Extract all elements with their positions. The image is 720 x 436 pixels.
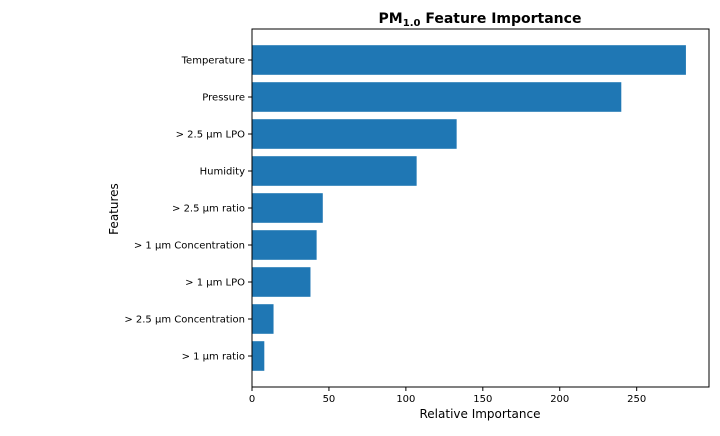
bar bbox=[252, 193, 323, 223]
y-tick-label: > 1 µm Concentration bbox=[134, 241, 245, 252]
plot-frame bbox=[251, 28, 710, 388]
y-tick-label: > 2.5 µm Concentration bbox=[124, 315, 245, 326]
y-axis-label: Features bbox=[107, 183, 121, 235]
chart-title-subscript: 1.0 bbox=[403, 18, 421, 29]
bar bbox=[252, 304, 274, 334]
bar bbox=[252, 341, 265, 371]
bar bbox=[252, 119, 457, 149]
y-tick-label: > 2.5 µm ratio bbox=[172, 204, 245, 215]
ticks-layer: Temperature Pressure > 2.5 µm LPO Humidity >… bbox=[124, 56, 646, 406]
bars-layer bbox=[252, 45, 686, 371]
bar bbox=[252, 267, 311, 297]
x-tick-label: 250 bbox=[627, 394, 646, 405]
x-tick-label: 100 bbox=[396, 394, 415, 405]
y-tick-label: Pressure bbox=[202, 93, 245, 104]
chart-title-prefix: PM bbox=[379, 11, 403, 27]
x-tick-label: 200 bbox=[550, 394, 569, 405]
chart-title-suffix: Feature Importance bbox=[420, 11, 581, 27]
y-tick-label: Humidity bbox=[200, 167, 245, 178]
bar bbox=[252, 45, 686, 75]
x-axis-label: Relative Importance bbox=[420, 407, 541, 421]
bar bbox=[252, 82, 622, 112]
x-tick-label: 50 bbox=[323, 394, 336, 405]
y-tick-label: > 2.5 µm LPO bbox=[176, 130, 246, 141]
y-tick-label: > 1 µm ratio bbox=[182, 352, 245, 363]
y-tick-label: > 1 µm LPO bbox=[185, 278, 245, 289]
y-tick-label: Temperature bbox=[181, 56, 245, 67]
bar bbox=[252, 230, 317, 260]
x-tick-label: 0 bbox=[249, 394, 255, 405]
chart-title: PM1.0 Feature Importance bbox=[379, 11, 582, 29]
x-tick-label: 150 bbox=[473, 394, 492, 405]
bar bbox=[252, 156, 417, 186]
